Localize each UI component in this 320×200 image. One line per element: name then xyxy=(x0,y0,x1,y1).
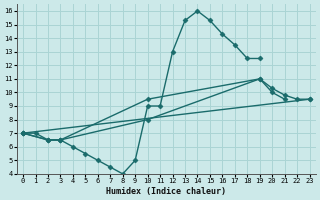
X-axis label: Humidex (Indice chaleur): Humidex (Indice chaleur) xyxy=(106,187,226,196)
